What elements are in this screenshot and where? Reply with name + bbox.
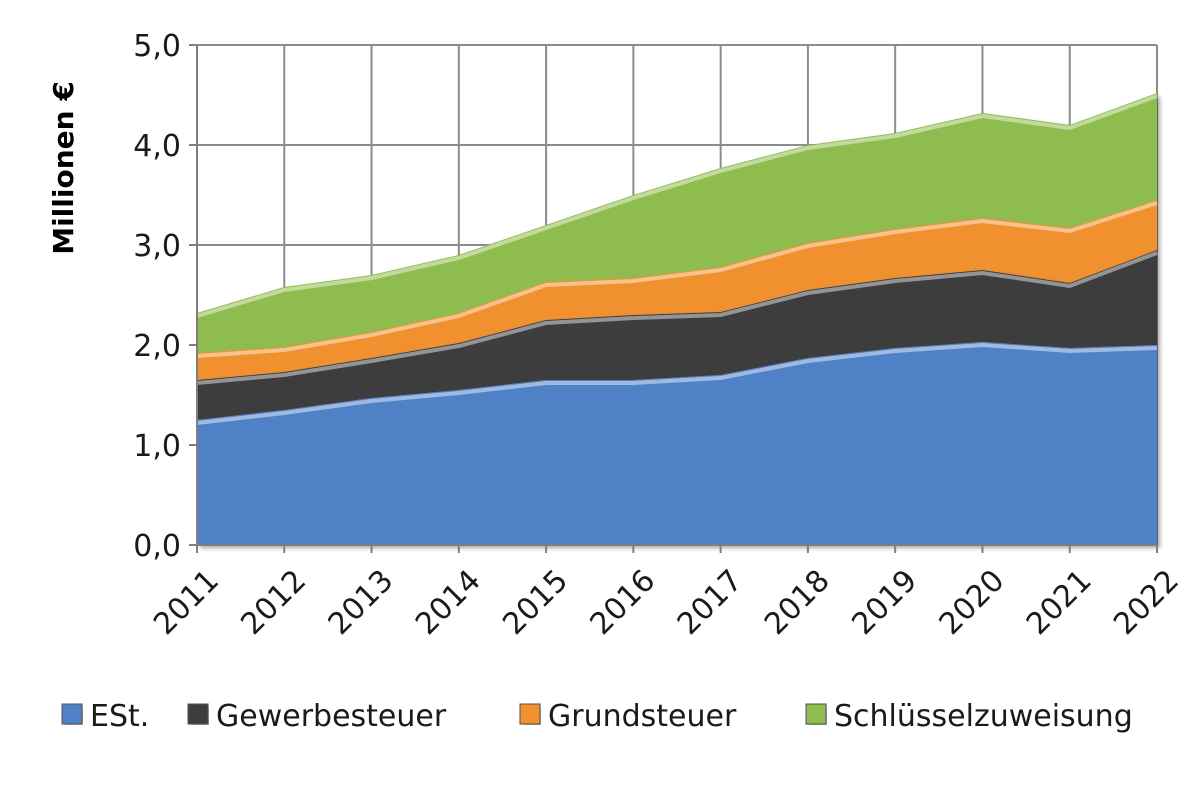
y-tick-label: 4,0 xyxy=(133,129,181,164)
legend-swatch xyxy=(519,703,541,725)
area-highlight xyxy=(196,94,1158,318)
y-tick-label: 5,0 xyxy=(133,29,181,64)
axes xyxy=(189,44,1158,553)
area-highlight xyxy=(196,251,1158,385)
area-est- xyxy=(197,342,1157,545)
x-tick-label: 2013 xyxy=(322,563,401,642)
y-tick-label: 2,0 xyxy=(133,329,181,364)
y-tick-label: 0,0 xyxy=(133,529,181,564)
area-grundsteuer xyxy=(197,200,1157,380)
series-areas xyxy=(196,93,1158,545)
area-highlight xyxy=(196,201,1158,358)
y-tick-labels: 0,0 1,0 2,0 3,0 4,0 5,0 xyxy=(133,29,181,564)
x-tick-label: 2022 xyxy=(1107,563,1186,642)
y-axis-label: Millionen € xyxy=(47,81,80,255)
legend-label: Schlüsselzuweisung xyxy=(834,699,1133,734)
x-tick-label: 2017 xyxy=(671,563,750,642)
x-tick-labels: 2011 2012 2013 2014 2015 2016 2017 2018 2019 2020… xyxy=(147,563,1186,642)
x-tick-label: 2020 xyxy=(933,563,1012,642)
x-tick-label: 2015 xyxy=(496,563,575,642)
legend: ESt. Gewerbesteuer Grundsteuer Schlüsselzuw… xyxy=(61,699,1133,734)
y-tick-label: 3,0 xyxy=(133,229,181,264)
legend-label: Grundsteuer xyxy=(548,699,737,734)
x-tick-label: 2019 xyxy=(845,563,924,642)
area-highlight xyxy=(196,342,1158,425)
x-tick-label: 2011 xyxy=(147,563,226,642)
x-tick-label: 2012 xyxy=(234,563,313,642)
x-tick-label: 2021 xyxy=(1020,563,1099,642)
legend-label: Gewerbesteuer xyxy=(216,699,447,734)
area-gewerbesteuer xyxy=(197,250,1157,420)
legend-label: ESt. xyxy=(90,699,149,734)
x-tick-label: 2018 xyxy=(758,563,837,642)
legend-swatch xyxy=(805,703,827,725)
x-tick-label: 2014 xyxy=(409,563,488,642)
y-tick-label: 1,0 xyxy=(133,429,181,464)
x-tick-label: 2016 xyxy=(584,563,663,642)
legend-swatch xyxy=(61,703,83,725)
area-schlüsselzuweisung xyxy=(197,93,1157,353)
legend-swatch xyxy=(187,703,209,725)
